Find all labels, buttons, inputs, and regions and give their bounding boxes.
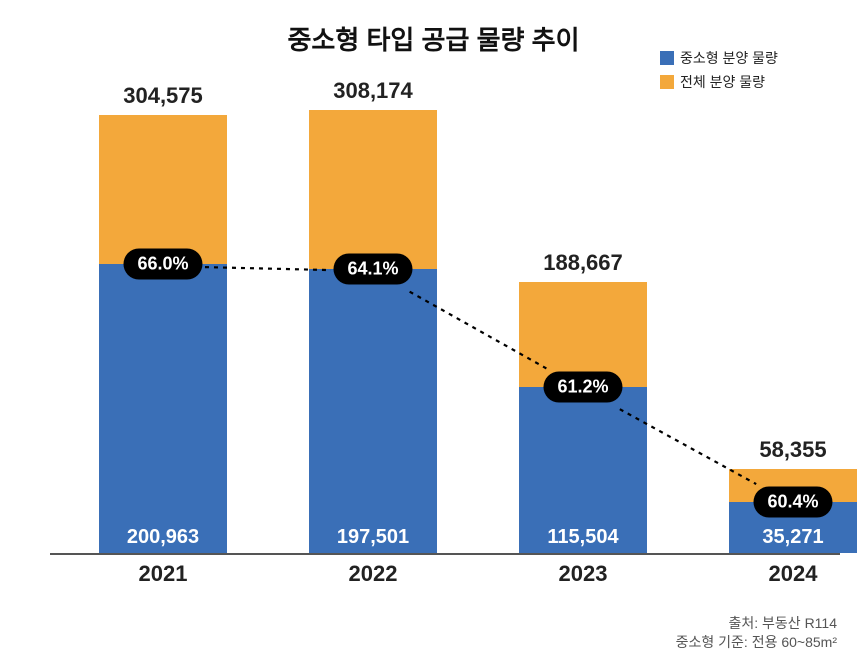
bar-segment-blue	[309, 269, 437, 553]
bar-group: 188,667115,50461.2%	[519, 282, 647, 553]
x-axis-label: 2021	[139, 561, 188, 587]
footnote-line: 출처: 부동산 R114	[676, 614, 837, 633]
percent-pill: 60.4%	[753, 487, 832, 518]
bar-total-label: 58,355	[759, 437, 826, 463]
legend: 중소형 분양 물량전체 분양 물량	[660, 48, 778, 92]
bar-segment-blue	[99, 264, 227, 553]
bar-segment-orange	[309, 110, 437, 269]
plot-area: 304,575200,96366.0%308,174197,50164.1%18…	[50, 95, 840, 555]
legend-label: 전체 분양 물량	[680, 72, 765, 92]
x-axis-label: 2023	[559, 561, 608, 587]
percent-pill: 64.1%	[333, 254, 412, 285]
legend-item: 중소형 분양 물량	[660, 48, 778, 68]
legend-item: 전체 분양 물량	[660, 72, 778, 92]
legend-swatch	[660, 51, 674, 65]
legend-swatch	[660, 75, 674, 89]
legend-label: 중소형 분양 물량	[680, 48, 778, 68]
percent-pill: 61.2%	[543, 371, 622, 402]
bar-group: 308,174197,50164.1%	[309, 110, 437, 553]
footnotes: 출처: 부동산 R114중소형 기준: 전용 60~85m²	[676, 614, 837, 652]
bar-blue-label: 200,963	[127, 526, 199, 549]
bar-total-label: 308,174	[333, 78, 413, 104]
bar-blue-label: 35,271	[762, 526, 823, 549]
bar-total-label: 304,575	[123, 83, 203, 109]
bar-group: 304,575200,96366.0%	[99, 115, 227, 553]
bar-blue-label: 115,504	[547, 526, 618, 549]
footnote-line: 중소형 기준: 전용 60~85m²	[676, 633, 837, 652]
chart-container: 중소형 타입 공급 물량 추이 중소형 분양 물량전체 분양 물량 304,57…	[0, 0, 867, 657]
x-axis-label: 2024	[769, 561, 818, 587]
percent-pill: 66.0%	[123, 249, 202, 280]
bar-blue-label: 197,501	[337, 526, 409, 549]
bar-total-label: 188,667	[543, 250, 623, 276]
x-axis-label: 2022	[349, 561, 398, 587]
bar-group: 58,35535,27160.4%	[729, 469, 857, 553]
bar-segment-orange	[99, 115, 227, 264]
